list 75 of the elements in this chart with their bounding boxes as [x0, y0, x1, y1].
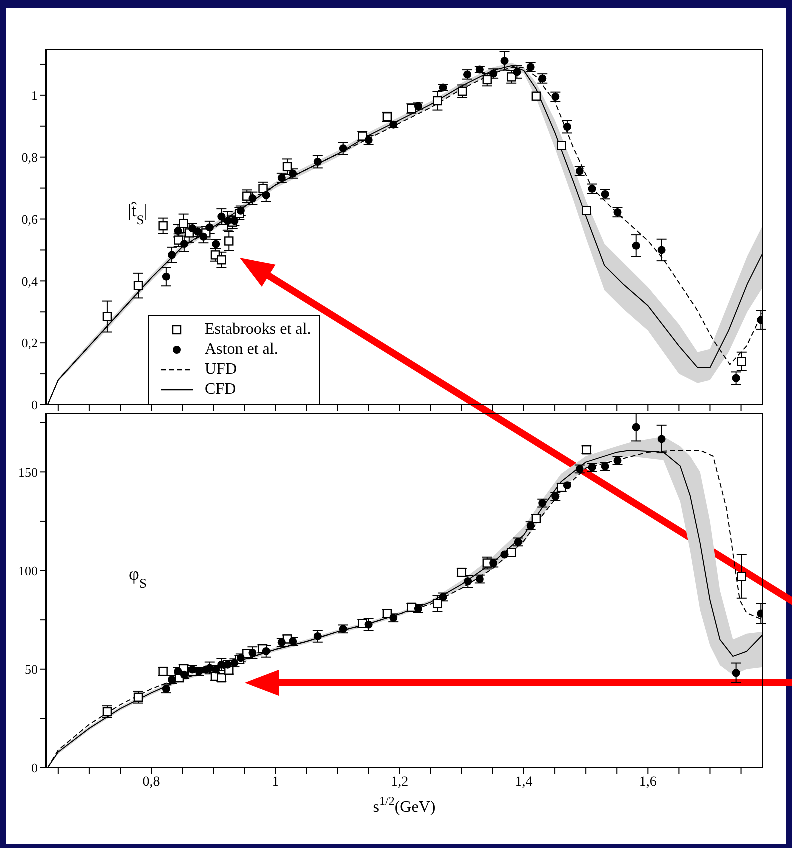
y-tick-label: 0,2 [22, 336, 38, 351]
point [248, 194, 257, 203]
point [658, 435, 666, 444]
point [557, 141, 566, 150]
point [433, 96, 442, 106]
x-tick-label: 1,4 [515, 774, 533, 790]
point [224, 236, 234, 246]
point [407, 602, 416, 612]
point [382, 609, 392, 618]
point [217, 256, 226, 265]
point [179, 218, 188, 228]
y-tick-label: 0,6 [22, 212, 38, 227]
x-tick-label: 1 [272, 774, 280, 790]
point [390, 614, 398, 622]
point [262, 191, 270, 200]
y-tick-label: 0,4 [22, 274, 38, 289]
point [158, 221, 168, 231]
point [737, 572, 746, 582]
point [224, 217, 232, 226]
point [314, 158, 322, 166]
point [732, 669, 740, 678]
point [262, 647, 270, 656]
point [506, 72, 516, 82]
point [658, 246, 666, 254]
legend-label: CFD [205, 380, 236, 400]
y-axis-title: |t̂$_{S}$| [128, 200, 148, 227]
point [339, 144, 348, 153]
point [206, 224, 214, 232]
point [212, 666, 220, 674]
point [314, 632, 322, 640]
point [102, 312, 112, 322]
point [162, 272, 170, 281]
x-tick-label: 1,6 [639, 774, 657, 790]
point [180, 670, 188, 679]
point [282, 162, 292, 172]
point [218, 212, 226, 221]
point [601, 462, 610, 471]
point [732, 374, 740, 382]
point [500, 57, 509, 66]
point [632, 423, 640, 432]
x-tick-label: 1,2 [391, 774, 409, 790]
point [737, 357, 746, 366]
point [514, 538, 522, 546]
legend-label: UFD [205, 360, 238, 380]
point [174, 668, 182, 676]
y-tick-label: 150 [18, 464, 38, 480]
point [632, 242, 640, 250]
y-tick-label: 0 [32, 398, 38, 413]
point [134, 281, 144, 290]
point [513, 68, 522, 76]
point [563, 123, 572, 132]
point [180, 240, 188, 248]
y-tick-label: 1 [32, 88, 38, 104]
point [217, 673, 226, 683]
legend-label: Aston et al. [205, 340, 278, 360]
point [364, 620, 373, 629]
point [563, 482, 572, 490]
y-tick-label: 50 [25, 662, 38, 678]
point [339, 625, 348, 634]
x-axis-title: s$^{1/2}$(GeV) [373, 794, 436, 816]
point [200, 232, 208, 241]
y-tick-label: 100 [18, 563, 38, 578]
point [433, 599, 442, 609]
point [500, 550, 509, 559]
y-tick-label: 0 [32, 760, 38, 776]
point [532, 92, 542, 101]
point [248, 649, 257, 658]
y-tick-label: 0,8 [22, 150, 38, 165]
point [162, 685, 170, 694]
point [168, 251, 176, 260]
x-tick-label: 0,8 [142, 774, 160, 790]
point [582, 206, 592, 216]
legend-label: Estabrooks et al. [205, 320, 312, 340]
point [464, 578, 472, 586]
y-axis-title: φ$_{S}$ [129, 564, 147, 590]
